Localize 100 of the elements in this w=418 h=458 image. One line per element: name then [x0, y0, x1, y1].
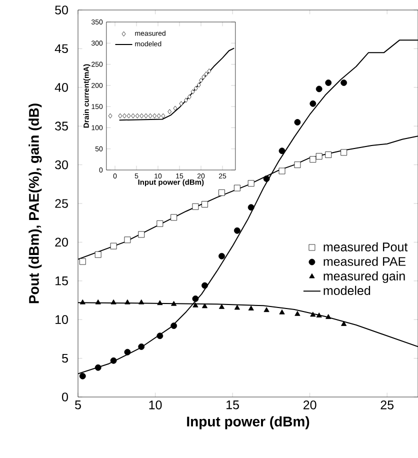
- legend-label: measured Pout: [324, 242, 408, 252]
- point: [325, 80, 332, 86]
- point: [152, 113, 156, 118]
- point: [218, 304, 225, 309]
- point: [310, 312, 316, 317]
- y-tick-label: 10: [56, 315, 68, 324]
- point: [80, 299, 86, 304]
- point: [124, 299, 130, 304]
- point: [79, 258, 86, 265]
- point: [294, 310, 300, 316]
- point: [173, 106, 178, 111]
- y-tick-label: 35: [55, 122, 68, 131]
- y-axis-title: Pout (dBm), PAE(%), gain (dB): [28, 104, 42, 304]
- point: [161, 113, 166, 118]
- point: [278, 168, 286, 174]
- point: [122, 113, 126, 118]
- point: [190, 89, 195, 94]
- y-tick-label: 25: [55, 199, 68, 208]
- point: [138, 299, 144, 304]
- legend-label: measured PAE: [324, 256, 406, 266]
- point: [202, 282, 208, 289]
- point: [248, 204, 254, 211]
- point: [234, 227, 240, 234]
- point: [316, 153, 322, 160]
- point: [126, 113, 131, 118]
- point: [199, 78, 203, 83]
- x-tick-label: 5: [75, 400, 81, 410]
- point: [279, 309, 285, 314]
- point: [108, 113, 112, 118]
- point: [310, 100, 316, 107]
- point: [202, 303, 208, 308]
- y-tick-label: 15: [56, 276, 68, 286]
- point: [187, 94, 192, 100]
- point: [194, 86, 198, 91]
- point: [207, 68, 212, 74]
- legend-label: measured gain: [324, 271, 405, 283]
- point: [278, 148, 286, 154]
- x-tick-label: 10: [149, 400, 162, 410]
- legend-label: modeled: [324, 286, 370, 295]
- point: [192, 302, 198, 308]
- point: [202, 74, 206, 80]
- point: [170, 214, 178, 221]
- point: [264, 307, 270, 312]
- point: [95, 299, 101, 304]
- point: [325, 152, 332, 158]
- point: [340, 80, 348, 86]
- point: [148, 113, 152, 118]
- point: [294, 162, 301, 168]
- y-tick-label: 20: [55, 238, 68, 247]
- point: [168, 109, 172, 114]
- point: [138, 231, 145, 238]
- x-axis-title: Input power (dBm): [187, 416, 310, 430]
- y-tick-label: 45: [54, 44, 68, 54]
- point: [157, 300, 163, 306]
- point: [341, 321, 347, 326]
- point: [234, 304, 240, 310]
- y-tick-label: 50: [55, 6, 68, 14]
- point: [135, 113, 140, 118]
- point: [248, 306, 254, 310]
- point: [316, 86, 322, 92]
- point: [110, 242, 117, 250]
- y-tick-label: 5: [62, 354, 68, 363]
- point: [131, 113, 135, 118]
- point: [79, 372, 86, 380]
- point: [94, 364, 102, 371]
- point: [184, 98, 188, 103]
- point: [326, 314, 332, 319]
- point: [94, 251, 102, 258]
- point: [179, 101, 184, 106]
- point: [294, 119, 301, 126]
- point: [140, 113, 144, 118]
- y-tick-label: 0: [62, 392, 68, 402]
- point: [110, 357, 117, 364]
- point: [171, 300, 177, 306]
- point: [218, 252, 225, 260]
- y-tick-label: 30: [55, 160, 68, 170]
- x-tick-label: 20: [303, 400, 316, 410]
- point: [204, 72, 208, 77]
- point: [110, 299, 116, 304]
- point: [202, 201, 208, 208]
- x-tick-label: 25: [380, 400, 394, 410]
- point: [218, 189, 225, 196]
- point: [170, 322, 178, 329]
- point: [124, 348, 131, 356]
- point: [156, 113, 161, 118]
- point: [192, 296, 199, 302]
- point: [138, 343, 145, 350]
- point: [156, 332, 164, 340]
- point: [263, 176, 270, 182]
- point: [124, 236, 131, 244]
- point: [340, 149, 348, 156]
- point: [234, 184, 240, 192]
- y-tick-label: 40: [54, 82, 68, 92]
- point: [196, 82, 201, 88]
- point: [310, 156, 316, 163]
- point: [118, 113, 122, 118]
- point: [156, 220, 164, 227]
- point: [248, 180, 254, 187]
- x-tick-label: 15: [226, 400, 239, 410]
- point: [316, 312, 322, 318]
